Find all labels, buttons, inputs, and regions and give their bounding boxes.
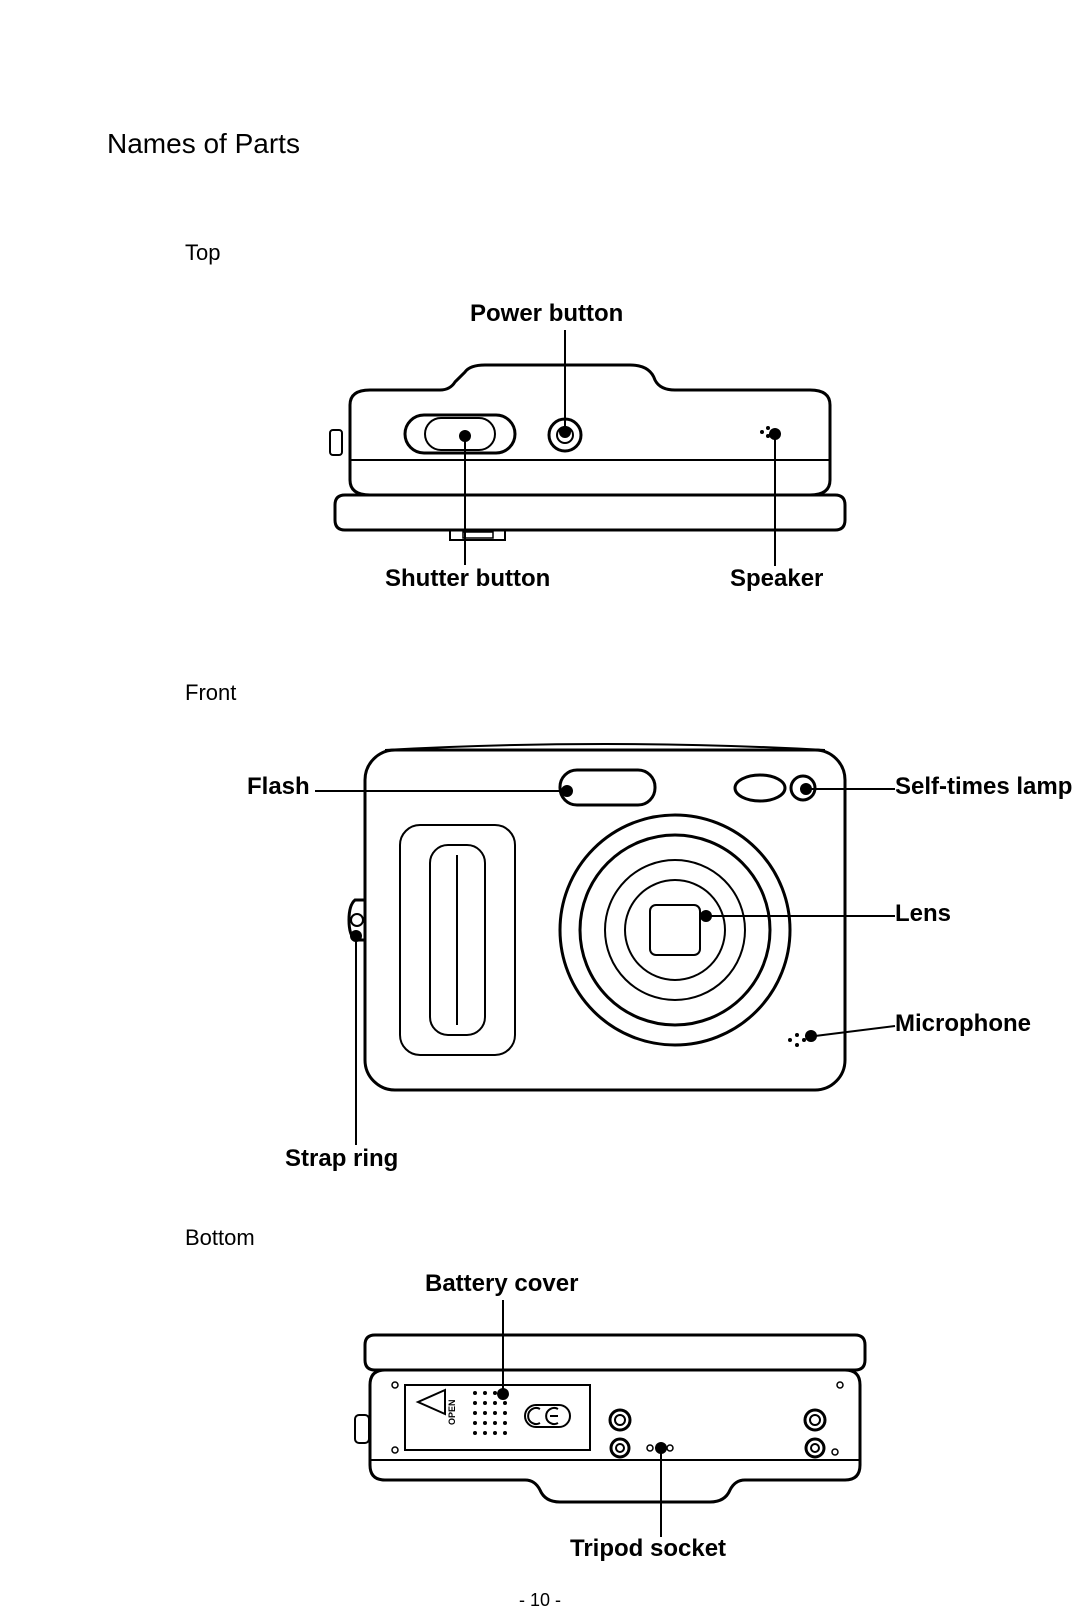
part-label-self-timer-lamp: Self-times lamp: [895, 773, 1072, 801]
svg-text:OPEN: OPEN: [447, 1399, 457, 1425]
part-label-battery-cover: Battery cover: [425, 1270, 578, 1298]
leader-microphone: [805, 1022, 895, 1042]
part-label-tripod-socket: Tripod socket: [570, 1535, 726, 1563]
leader-strap-ring: [348, 930, 364, 1145]
leader-power-button: [560, 330, 570, 440]
view-label-bottom: Bottom: [185, 1225, 255, 1251]
leader-shutter-button: [455, 430, 475, 565]
diagram-bottom: OPEN: [360, 1330, 870, 1510]
part-label-speaker: Speaker: [730, 565, 823, 593]
leader-battery-cover: [497, 1300, 509, 1400]
leader-lens: [700, 910, 895, 922]
part-label-flash: Flash: [247, 773, 310, 801]
view-label-top: Top: [185, 240, 220, 266]
leader-self-timer-lamp: [800, 784, 895, 794]
page-title: Names of Parts: [107, 128, 300, 160]
part-label-shutter-button: Shutter button: [385, 565, 550, 593]
part-label-strap-ring: Strap ring: [285, 1145, 398, 1173]
part-label-power-button: Power button: [470, 300, 623, 328]
page-number: - 10 -: [519, 1590, 561, 1610]
leader-speaker: [765, 428, 785, 566]
leader-tripod-socket: [655, 1442, 667, 1537]
leader-flash: [315, 786, 575, 796]
view-label-front: Front: [185, 680, 236, 706]
part-label-lens: Lens: [895, 900, 951, 928]
page: Names of Parts Top Power button Shutter …: [0, 0, 1080, 1528]
part-label-microphone: Microphone: [895, 1010, 1031, 1038]
